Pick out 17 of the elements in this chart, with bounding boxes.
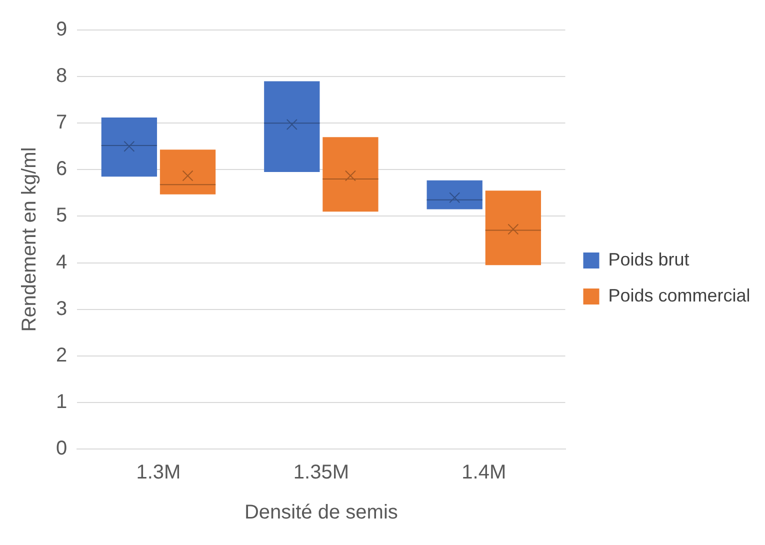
y-tick-label: 6 [56, 158, 68, 180]
y-tick-label: 3 [56, 298, 68, 320]
legend-label: Poids commercial [608, 285, 750, 306]
y-axis-title: Rendement en kg/ml [18, 147, 41, 332]
y-tick-label: 2 [56, 344, 68, 366]
y-tick-label: 4 [56, 251, 68, 274]
y-tick-label: 0 [56, 438, 68, 460]
y-tick-label: 8 [56, 65, 68, 88]
y-tick-label: 1 [56, 390, 68, 413]
y-tick-label: 5 [56, 204, 68, 227]
x-tick-label: 1.3M [136, 462, 181, 484]
legend-label: Poids brut [608, 249, 690, 270]
x-axis-title: Densité de semis [244, 502, 398, 524]
y-tick-label: 7 [56, 112, 68, 134]
y-tick-label: 9 [56, 18, 68, 41]
x-tick-label: 1.35M [293, 462, 349, 484]
x-tick-label: 1.4M [462, 462, 506, 484]
